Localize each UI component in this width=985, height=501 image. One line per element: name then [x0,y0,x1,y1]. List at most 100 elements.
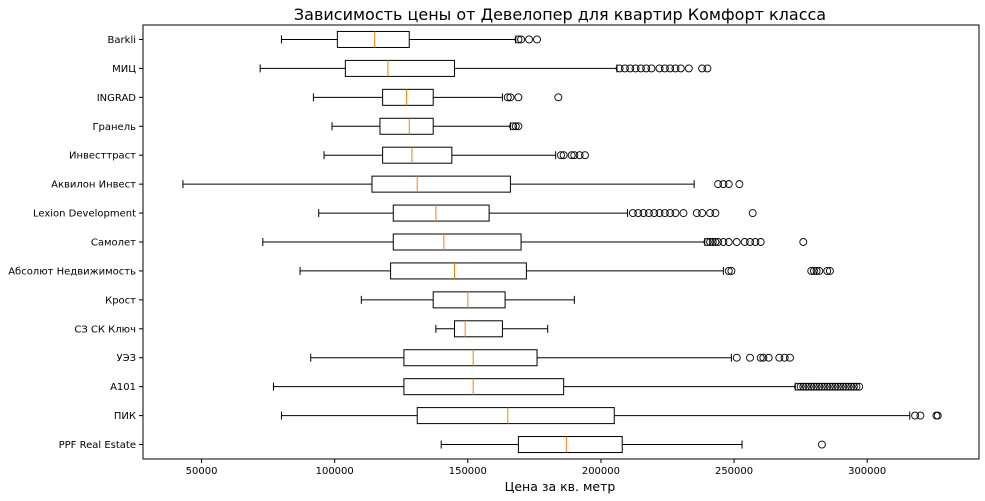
x-tick-label: 250000 [715,466,753,477]
outlier-point [809,266,818,275]
outlier-point [711,238,720,246]
outlier-point [801,382,810,391]
box-iqr [336,30,410,48]
outlier-point [807,266,816,275]
outlier-point [780,353,789,362]
y-tick-label: МИЦ [112,64,136,75]
outlier-point [525,35,534,44]
x-tick-label: 300000 [848,466,886,477]
box-iqr [432,291,506,309]
outlier-point [825,382,834,391]
outlier-point [831,382,840,391]
outlier-point [724,266,733,275]
outlier-point [684,64,693,73]
y-tick-label: А101 [110,382,136,393]
outlier-point [642,64,651,73]
outlier-point [724,238,733,246]
outlier-point [666,209,675,218]
outlier-point [533,35,541,44]
outlier-point [679,209,688,218]
y-tick-label: Абсолют Недвижимость [8,266,136,277]
outlier-point [514,93,523,102]
outlier-point [615,64,624,73]
outlier-point [794,382,802,391]
outlier-point [559,151,568,160]
box-iqr [517,436,623,454]
outlier-point [759,353,768,362]
outlier-point [933,411,942,420]
y-tick-label: PPF Real Estate [59,440,136,451]
outlier-point [703,64,712,73]
outlier-point [626,64,635,73]
box-iqr [379,117,434,135]
y-tick-label: Самолет [91,238,136,249]
outlier-point [511,122,520,131]
outlier-point [514,35,523,44]
outlier-point [727,266,736,275]
outlier-point [567,151,576,160]
outlier-point [756,238,765,246]
outlier-point [692,209,701,218]
outlier-point [823,382,832,391]
outlier-point [509,122,518,131]
outlier-point [514,122,523,131]
outlier-point [557,151,565,160]
outlier-point [634,209,643,218]
outlier-point [812,266,821,275]
box-iqr [382,88,434,106]
outlier-point [706,209,715,218]
outlier-point [647,64,656,73]
box-iqr [416,407,615,425]
y-tick-label: ПИК [114,411,136,422]
outlier-point [575,151,584,160]
x-tick-label: 150000 [449,466,487,477]
box-iqr [454,320,503,338]
outlier-point [825,266,834,275]
outlier-point [748,209,757,218]
outlier-point [799,238,808,246]
y-tick-label: Крост [105,295,136,306]
outlier-point [847,382,856,391]
outlier-point [817,440,826,449]
outlier-point [756,353,765,362]
y-tick-label: INGRAD [97,93,137,104]
outlier-point [823,266,832,275]
outlier-point [844,382,853,391]
outlier-point [506,93,515,102]
outlier-point [698,209,707,218]
outlier-point [650,209,659,218]
outlier-point [786,353,794,362]
box-iqr [390,262,527,280]
outlier-point [740,238,749,246]
outlier-point [817,382,826,391]
y-tick-label: УЭЗ [117,353,137,364]
outlier-point [676,64,685,73]
outlier-point [746,238,754,246]
box-iqr [392,204,490,222]
outlier-point [735,180,744,189]
outlier-point [517,35,526,44]
box-iqr [382,146,453,164]
outlier-point [804,382,813,391]
outlier-point [746,353,754,362]
outlier-point [815,382,824,391]
x-tick-label: 100000 [316,466,354,477]
outlier-point [631,64,640,73]
outlier-point [852,382,861,391]
outlier-point [836,382,845,391]
outlier-point [708,238,717,246]
outlier-point [671,64,680,73]
outlier-point [644,209,653,218]
chart-title: Зависимость цены от Девелопер для кварти… [294,5,826,24]
x-axis-label: Цена за кв. метр [505,479,616,494]
y-tick-label: Гранель [92,122,136,133]
outlier-point [764,353,773,362]
y-tick-label: Аквилон Инвест [51,180,136,191]
outlier-point [503,93,512,102]
plot-area: 50000 100000 150000 200000 250000 300000 Barkl… [8,24,980,477]
outlier-point [719,180,728,189]
outlier-point [911,411,920,420]
outlier-point [809,382,818,391]
outlier-point [799,382,808,391]
